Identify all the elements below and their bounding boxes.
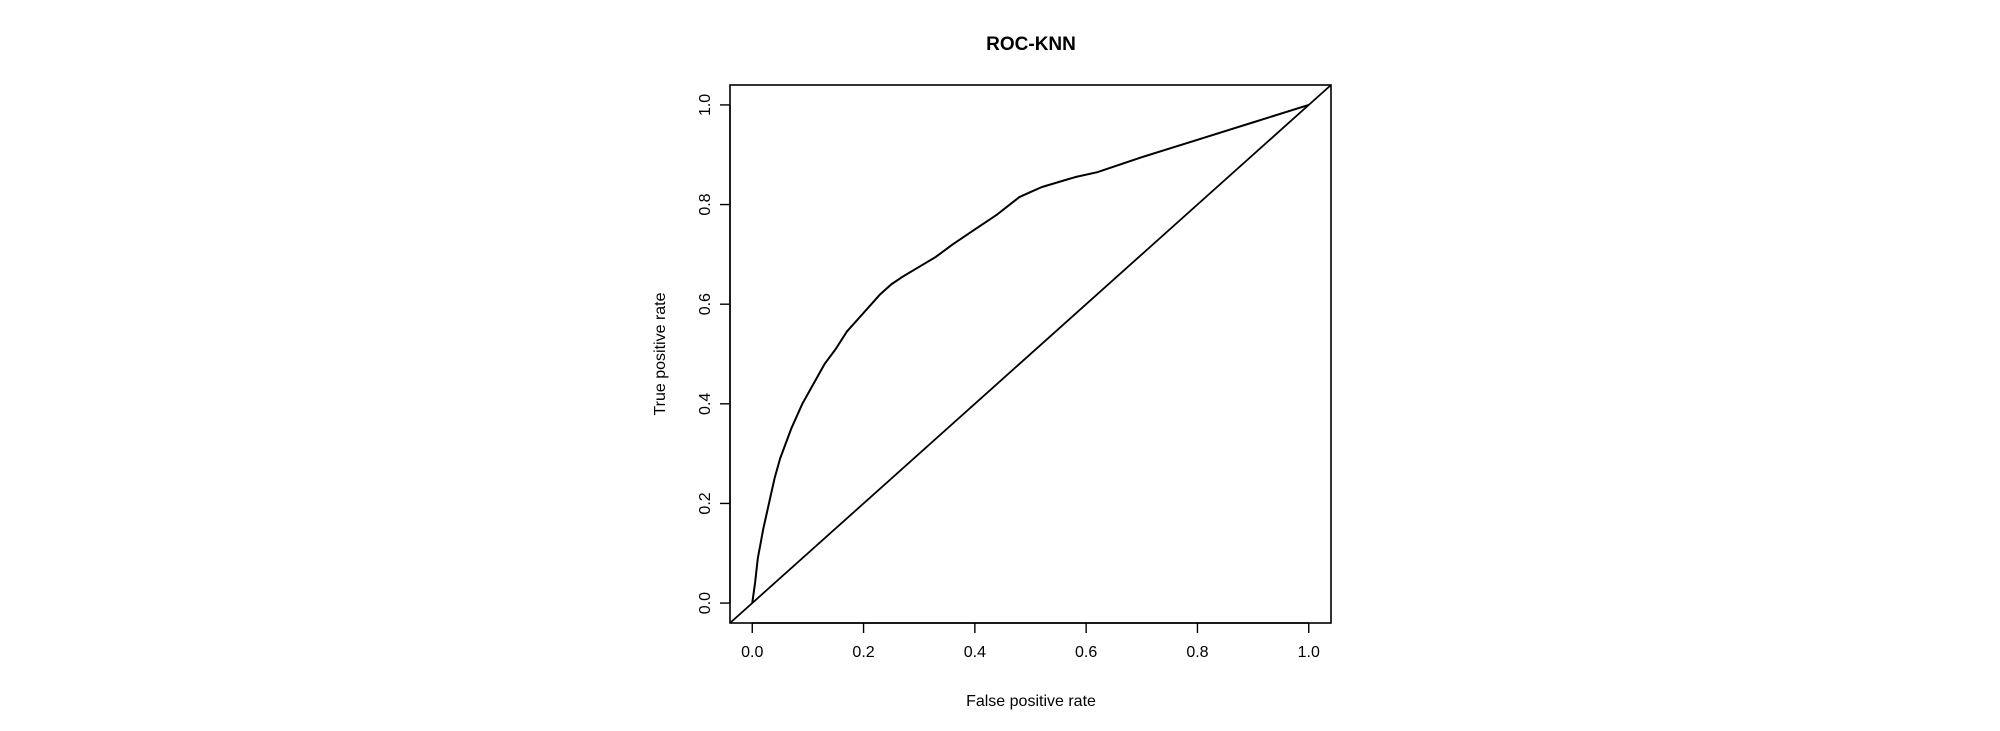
- x-tick-label: 0.8: [1186, 644, 1208, 661]
- x-tick-label: 0.6: [1075, 644, 1097, 661]
- y-tick-label: 0.8: [697, 193, 714, 215]
- reference-diagonal-line: [729, 84, 1332, 624]
- x-tick-label: 0.2: [852, 644, 874, 661]
- x-tick-label: 0.0: [741, 644, 763, 661]
- x-tick-label: 0.4: [964, 644, 986, 661]
- y-tick-label: 0.0: [697, 592, 714, 614]
- y-tick-label: 0.4: [697, 393, 714, 415]
- y-tick-label: 1.0: [697, 94, 714, 116]
- y-tick-label: 0.6: [697, 293, 714, 315]
- roc-curve-line: [751, 103, 1310, 604]
- x-axis: 0.0 0.2 0.4 0.6 0.8 1.0: [741, 622, 1320, 661]
- y-tick-label: 0.2: [697, 492, 714, 514]
- chart-title: ROC-KNN: [986, 34, 1076, 55]
- x-tick-label: 1.0: [1298, 644, 1320, 661]
- y-axis: 0.0 0.2 0.4 0.6 0.8 1.0: [697, 94, 731, 614]
- y-axis-label: True positive rate: [652, 292, 669, 415]
- x-axis-label: False positive rate: [966, 693, 1096, 710]
